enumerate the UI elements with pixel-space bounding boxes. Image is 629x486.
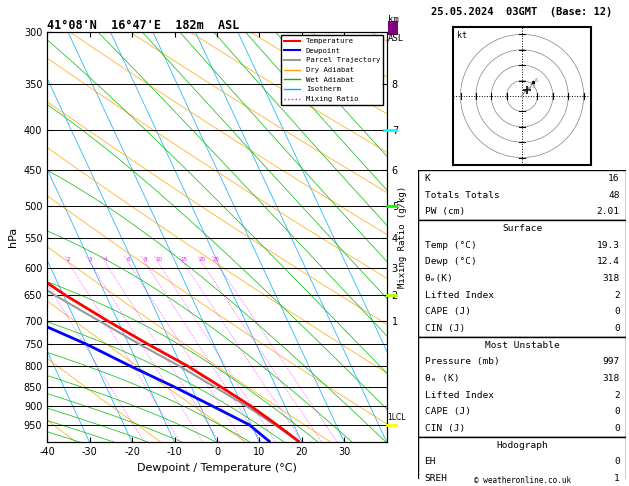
Text: 20: 20: [198, 257, 205, 262]
Text: CAPE (J): CAPE (J): [425, 307, 470, 316]
Text: Temp (°C): Temp (°C): [425, 241, 476, 250]
Text: CAPE (J): CAPE (J): [425, 407, 470, 416]
Text: Lifted Index: Lifted Index: [425, 291, 494, 299]
Text: 19.3: 19.3: [597, 241, 620, 250]
Text: 318: 318: [603, 274, 620, 283]
Text: Pressure (mb): Pressure (mb): [425, 357, 499, 366]
Text: Totals Totals: Totals Totals: [425, 191, 499, 200]
Text: CIN (J): CIN (J): [425, 324, 465, 333]
Text: 0: 0: [614, 307, 620, 316]
Text: © weatheronline.co.uk: © weatheronline.co.uk: [474, 476, 571, 485]
Text: 2: 2: [67, 257, 70, 262]
X-axis label: Dewpoint / Temperature (°C): Dewpoint / Temperature (°C): [137, 463, 297, 473]
Text: θₑ (K): θₑ (K): [425, 374, 459, 383]
Text: SREH: SREH: [425, 474, 447, 483]
Text: Hodograph: Hodograph: [496, 441, 548, 450]
Text: 1: 1: [526, 87, 530, 92]
Text: Dewp (°C): Dewp (°C): [425, 257, 476, 266]
Text: 4: 4: [104, 257, 107, 262]
Text: 15: 15: [180, 257, 187, 262]
Text: 10: 10: [155, 257, 162, 262]
Text: 997: 997: [603, 357, 620, 366]
Text: Mixing Ratio (g/kg): Mixing Ratio (g/kg): [398, 186, 407, 288]
Text: 0: 0: [614, 424, 620, 433]
Text: PW (cm): PW (cm): [425, 207, 465, 216]
Text: Lifted Index: Lifted Index: [425, 391, 494, 399]
Text: 8: 8: [143, 257, 147, 262]
Bar: [418, 220, 626, 337]
Text: 12.4: 12.4: [597, 257, 620, 266]
Text: EH: EH: [425, 457, 436, 466]
Legend: Temperature, Dewpoint, Parcel Trajectory, Dry Adiabat, Wet Adiabat, Isotherm, Mi: Temperature, Dewpoint, Parcel Trajectory…: [281, 35, 383, 105]
Text: Most Unstable: Most Unstable: [485, 341, 559, 349]
Bar: [418, 337, 626, 437]
Text: Surface: Surface: [502, 224, 542, 233]
Bar: [418, 437, 626, 486]
Text: K: K: [425, 174, 430, 183]
Text: 6: 6: [126, 257, 130, 262]
Text: 16: 16: [608, 174, 620, 183]
Text: 0: 0: [614, 457, 620, 466]
Text: 25.05.2024  03GMT  (Base: 12): 25.05.2024 03GMT (Base: 12): [431, 7, 613, 17]
Text: 2: 2: [614, 291, 620, 299]
Text: 41°08'N  16°47'E  182m  ASL: 41°08'N 16°47'E 182m ASL: [47, 18, 240, 32]
Text: ASL: ASL: [388, 34, 404, 43]
Text: 48: 48: [608, 191, 620, 200]
Text: 6: 6: [535, 78, 538, 83]
Text: θₑ(K): θₑ(K): [425, 274, 454, 283]
Text: kt: kt: [457, 31, 467, 39]
Text: 3: 3: [88, 257, 92, 262]
Text: km: km: [388, 15, 399, 24]
Text: CIN (J): CIN (J): [425, 424, 465, 433]
Text: 3: 3: [532, 84, 535, 89]
Text: 25: 25: [213, 257, 220, 262]
Text: 1LCL: 1LCL: [387, 413, 405, 422]
Text: 0: 0: [614, 407, 620, 416]
Text: 318: 318: [603, 374, 620, 383]
Text: 0: 0: [614, 324, 620, 333]
Bar: [418, 170, 626, 220]
Text: 2: 2: [614, 391, 620, 399]
Y-axis label: hPa: hPa: [8, 227, 18, 247]
Text: 2.01: 2.01: [597, 207, 620, 216]
Text: 1: 1: [614, 474, 620, 483]
